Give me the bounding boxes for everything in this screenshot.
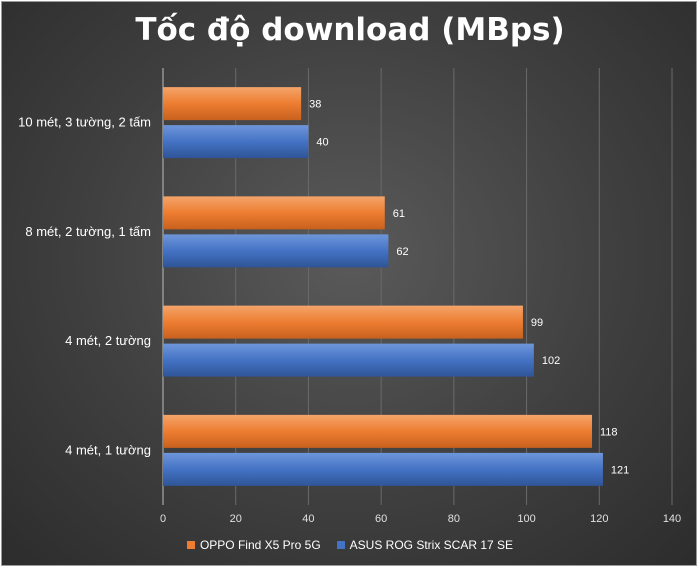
x-tick-label: 20 [230,513,242,525]
bar-oppo [163,87,302,121]
category-label: 4 mét, 1 tường [65,442,151,457]
bar-asus [163,343,534,377]
legend: OPPO Find X5 Pro 5G ASUS ROG Strix SCAR … [0,538,700,552]
bar-asus [163,234,389,268]
labels: 0 20 40 60 80 100 120 140 38 40 10 mét, 3 tường, 2… [18,99,681,525]
category-label: 4 mét, 2 tường [65,333,151,348]
data-label: 40 [316,137,328,149]
bar-oppo [163,414,593,448]
chart-title: Tốc độ download (MBps) [135,12,565,48]
bar-asus [163,452,603,486]
data-label: 61 [393,208,405,220]
legend-label-oppo: OPPO Find X5 Pro 5G [199,538,321,552]
data-label: 102 [542,355,560,367]
x-tick-label: 100 [517,513,535,525]
data-label: 62 [396,246,408,258]
bar-oppo [163,305,523,339]
legend-item-asus: ASUS ROG Strix SCAR 17 SE [336,538,514,552]
category-label: 10 mét, 3 tường, 2 tấm [18,115,151,130]
data-label: 118 [600,426,618,438]
x-tick-label: 140 [663,513,681,525]
x-tick-label: 120 [590,513,608,525]
legend-swatch-asus [336,541,345,549]
data-label: 121 [611,464,629,476]
x-tick-label: 0 [160,513,166,525]
x-tick-label: 80 [448,513,460,525]
bars [163,87,603,486]
x-tick-label: 60 [375,513,387,525]
legend-label-asus: ASUS ROG Strix SCAR 17 SE [349,538,514,552]
x-tick-label: 40 [302,513,314,525]
legend-swatch-oppo [186,541,195,549]
category-label: 8 mét, 2 tường, 1 tấm [25,224,151,239]
bar-asus [163,125,309,159]
data-label: 99 [531,317,543,329]
bar-oppo [163,196,385,230]
data-label: 38 [309,99,321,111]
legend-item-oppo: OPPO Find X5 Pro 5G [186,538,321,552]
